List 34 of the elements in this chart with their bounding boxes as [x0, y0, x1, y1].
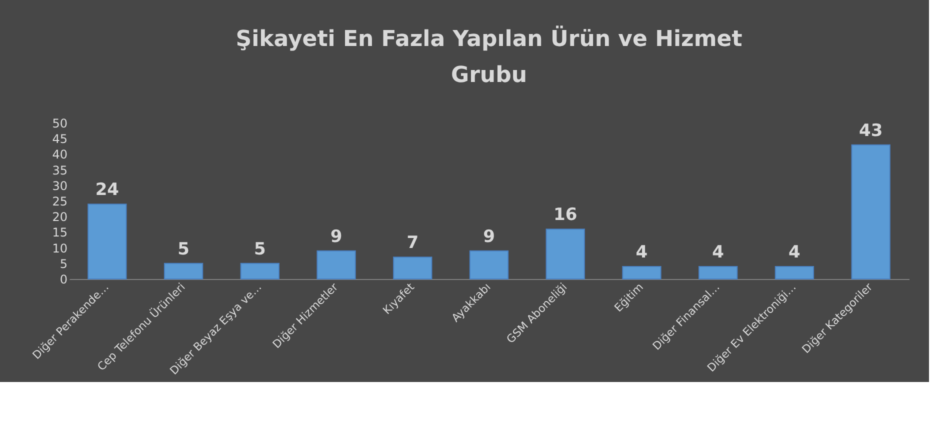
bar — [698, 266, 738, 280]
data-label: 43 — [858, 120, 883, 141]
y-tick-label: 20 — [52, 210, 68, 224]
y-tick-label: 5 — [60, 256, 68, 271]
bar — [393, 256, 432, 280]
bar — [622, 266, 662, 280]
bar — [240, 262, 280, 280]
data-label: 9 — [330, 226, 342, 247]
bar — [164, 262, 204, 280]
bar — [316, 250, 356, 280]
y-tick-label: 0 — [60, 272, 68, 286]
y-tick-label: 25 — [52, 194, 68, 208]
bar — [774, 266, 814, 280]
data-label: 4 — [788, 242, 801, 263]
data-label: 7 — [406, 233, 419, 254]
chart-title: Şikayeti En Fazla Yapılan Ürün ve Hizmet Grubu — [236, 25, 743, 88]
data-label: 4 — [712, 242, 724, 263]
data-label: 24 — [95, 180, 120, 200]
data-label: 5 — [178, 239, 190, 260]
y-tick-label: 45 — [52, 132, 68, 146]
y-tick-label: 15 — [52, 226, 68, 240]
y-tick-label: 35 — [52, 163, 68, 178]
bar — [851, 144, 890, 280]
data-label: 9 — [483, 226, 495, 247]
y-tick-label: 10 — [52, 241, 68, 256]
y-tick-label: 40 — [52, 148, 68, 162]
data-label: 5 — [254, 239, 266, 260]
data-label: 16 — [554, 205, 578, 226]
y-tick-label: 50 — [52, 116, 68, 130]
bar — [469, 250, 509, 280]
data-label: 4 — [636, 242, 648, 263]
bar — [88, 204, 127, 280]
bar — [546, 228, 585, 280]
y-tick-label: 30 — [52, 178, 68, 193]
